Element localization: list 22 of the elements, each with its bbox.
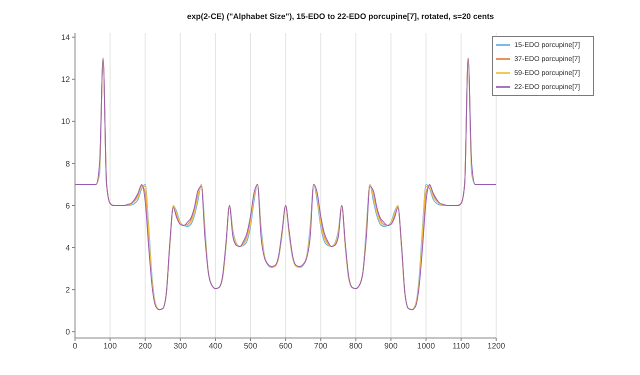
x-tick-label: 1000 [417, 342, 436, 351]
x-tick-label: 500 [244, 342, 258, 351]
x-tick-label: 100 [103, 342, 118, 351]
y-tick-label: 6 [66, 201, 71, 210]
y-tick-label: 14 [61, 33, 71, 42]
y-tick-label: 0 [66, 328, 71, 337]
x-tick-label: 200 [138, 342, 152, 351]
y-tick-label: 8 [66, 159, 71, 168]
x-tick-label: 700 [314, 342, 328, 351]
y-tick-label: 2 [66, 285, 71, 294]
x-tick-label: 800 [349, 342, 364, 351]
chart-title: exp(2-CE) ("Alphabet Size"), 15-EDO to 22-EDO porcupine[7], rotated, s=20 cents [186, 12, 495, 21]
x-tick-label: 0 [72, 342, 78, 351]
x-tick-label: 1100 [452, 342, 470, 351]
y-tick-label: 10 [61, 117, 71, 126]
y-tick-label: 12 [61, 75, 71, 84]
x-tick-label: 1200 [487, 342, 506, 351]
x-tick-label: 600 [278, 342, 293, 351]
y-tick-label: 4 [66, 243, 71, 252]
x-tick-label: 400 [208, 342, 223, 351]
x-tick-label: 300 [174, 342, 188, 351]
x-tick-label: 900 [384, 342, 398, 351]
